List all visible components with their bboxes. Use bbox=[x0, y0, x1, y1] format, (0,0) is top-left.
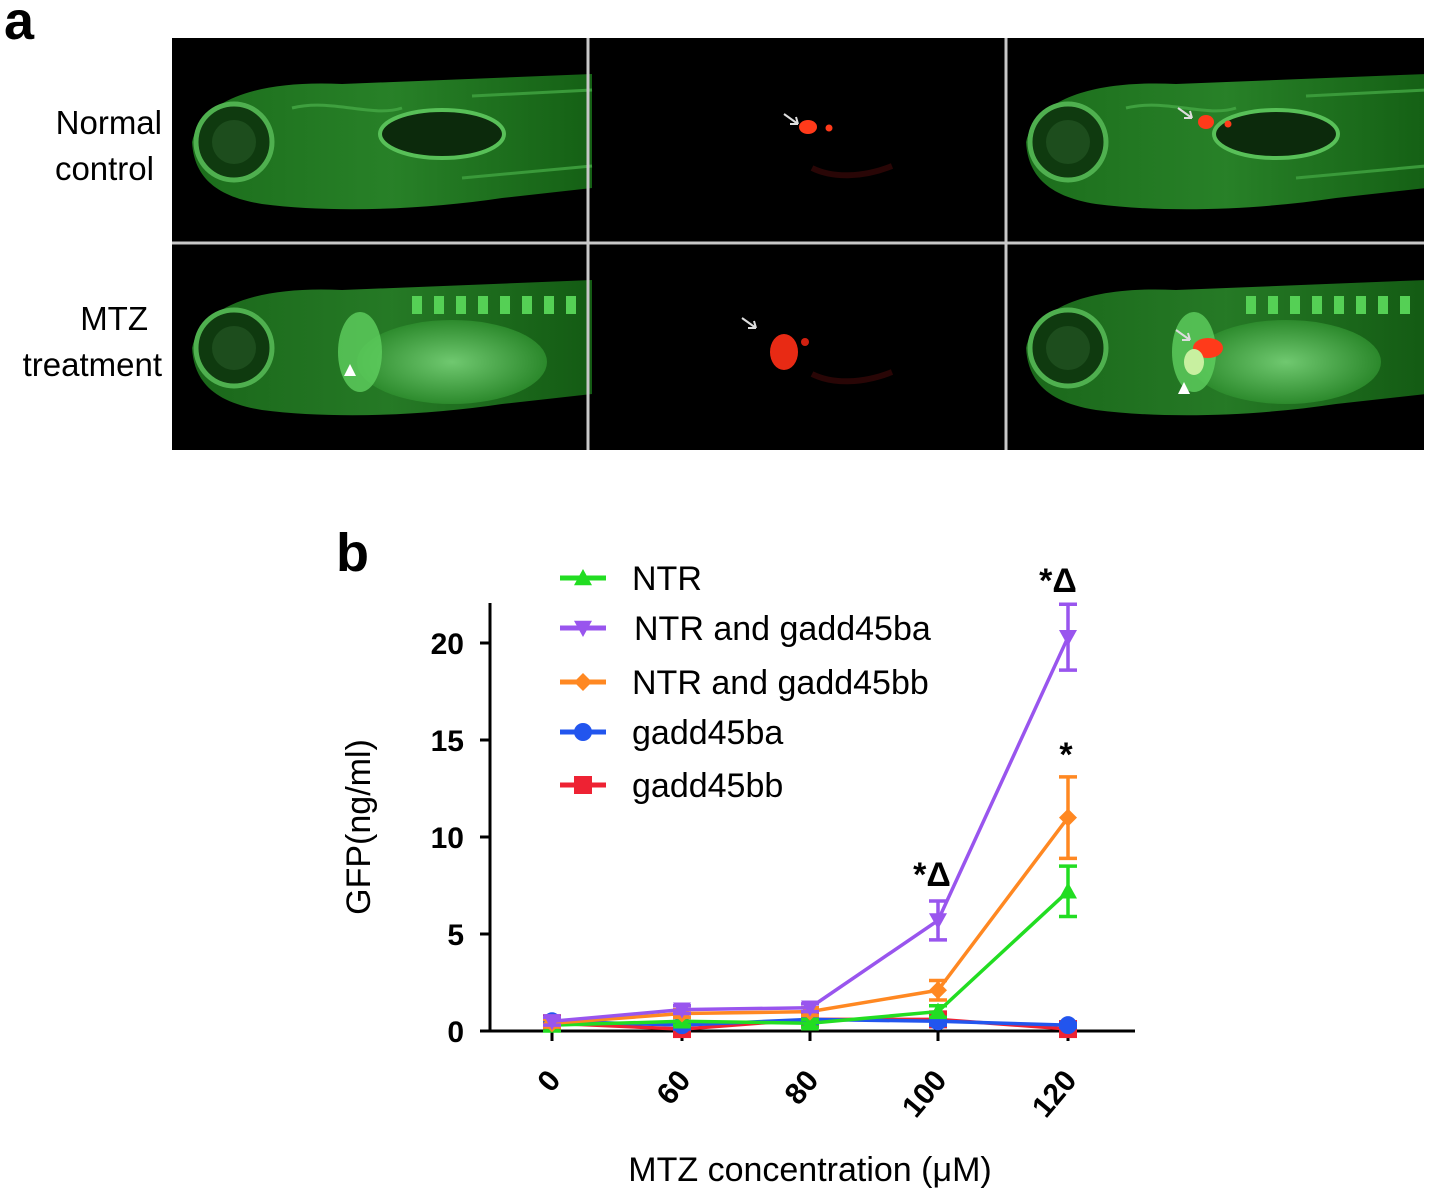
data-point bbox=[801, 1002, 819, 1021]
data-point bbox=[929, 981, 947, 1000]
data-point bbox=[801, 1010, 819, 1029]
legend-label: NTR bbox=[632, 560, 702, 598]
data-point bbox=[673, 1016, 691, 1035]
series-line bbox=[551, 1017, 1069, 1027]
y-tick-label: 5 bbox=[447, 919, 464, 952]
data-point bbox=[929, 1010, 947, 1029]
data-point bbox=[929, 1002, 947, 1019]
legend-label: NTR and gadd45bb bbox=[632, 664, 929, 702]
series-line bbox=[551, 636, 1070, 1024]
y-axis-label: GFP(ng/ml) bbox=[340, 739, 378, 915]
series-line bbox=[551, 1017, 1069, 1031]
data-point bbox=[673, 1004, 691, 1023]
micrograph-normal-green bbox=[192, 74, 592, 209]
data-point bbox=[543, 1014, 561, 1033]
x-tick-label: 100 bbox=[896, 1064, 953, 1124]
row-label-line: control bbox=[54, 150, 154, 187]
arrow-icon bbox=[1177, 107, 1193, 119]
arrowhead-icon bbox=[1178, 382, 1190, 394]
arrow-icon bbox=[741, 317, 757, 329]
micrograph-mtz-merge bbox=[1026, 280, 1424, 415]
legend-marker bbox=[574, 569, 592, 586]
micrograph-mtz-green bbox=[192, 280, 592, 415]
data-point bbox=[673, 1020, 691, 1039]
data-point bbox=[673, 1002, 691, 1019]
micrograph-normal-red bbox=[783, 113, 894, 179]
x-tick-label: 80 bbox=[779, 1064, 826, 1111]
legend-marker bbox=[574, 723, 592, 741]
data-point bbox=[801, 1014, 819, 1031]
x-tick-label: 0 bbox=[531, 1064, 567, 1098]
grid-dividers bbox=[172, 38, 1424, 450]
x-axis-label: MTZ concentration (μM) bbox=[628, 1151, 991, 1189]
legend-label: NTR and gadd45ba bbox=[634, 610, 931, 648]
significance-annotation: *Δ bbox=[1039, 562, 1077, 600]
micrograph-mtz-red bbox=[741, 317, 894, 385]
y-tick-label: 20 bbox=[431, 628, 464, 661]
significance-annotation: * bbox=[1059, 736, 1073, 774]
data-point bbox=[543, 1014, 561, 1033]
arrow-icon bbox=[783, 113, 799, 125]
legend-marker bbox=[574, 673, 592, 691]
row-label-line: MTZ bbox=[80, 300, 148, 337]
row-label-normal-control: Normal control bbox=[0, 100, 162, 192]
data-point bbox=[1059, 882, 1077, 899]
legend-marker bbox=[574, 776, 592, 794]
x-tick-label: 120 bbox=[1026, 1064, 1083, 1124]
data-point bbox=[1059, 629, 1077, 647]
significance-annotation: *Δ bbox=[913, 856, 951, 894]
x-tick-label: 60 bbox=[651, 1064, 698, 1111]
data-point bbox=[543, 1012, 561, 1031]
panel-b-letter: b bbox=[336, 523, 369, 583]
series-line bbox=[551, 890, 1070, 1027]
row-label-mtz-treatment: MTZ treatment bbox=[0, 296, 162, 388]
y-tick-label: 0 bbox=[447, 1016, 464, 1049]
micrograph-grid bbox=[172, 38, 1424, 450]
data-point bbox=[801, 1000, 819, 1017]
data-point bbox=[801, 1010, 819, 1029]
row-label-line: Normal bbox=[55, 104, 162, 141]
legend-label: gadd45bb bbox=[632, 767, 783, 805]
data-point bbox=[543, 1014, 561, 1031]
legend-marker bbox=[574, 620, 592, 637]
y-tick-label: 15 bbox=[431, 725, 464, 758]
y-tick-label: 10 bbox=[431, 822, 464, 855]
data-point bbox=[1059, 1016, 1077, 1035]
panel-a-letter: a bbox=[4, 0, 35, 51]
row-label-line: treatment bbox=[22, 346, 162, 383]
data-point bbox=[543, 1016, 561, 1033]
series-line bbox=[551, 816, 1070, 1025]
data-point bbox=[929, 913, 947, 930]
data-point bbox=[929, 1012, 947, 1031]
legend-label: gadd45ba bbox=[632, 714, 783, 752]
data-point bbox=[673, 1012, 691, 1029]
data-point bbox=[1059, 1020, 1077, 1039]
data-point bbox=[1059, 808, 1077, 827]
arrowhead-icon bbox=[344, 364, 356, 376]
arrow-icon bbox=[1175, 329, 1191, 341]
micrograph-normal-merge bbox=[1026, 74, 1424, 209]
